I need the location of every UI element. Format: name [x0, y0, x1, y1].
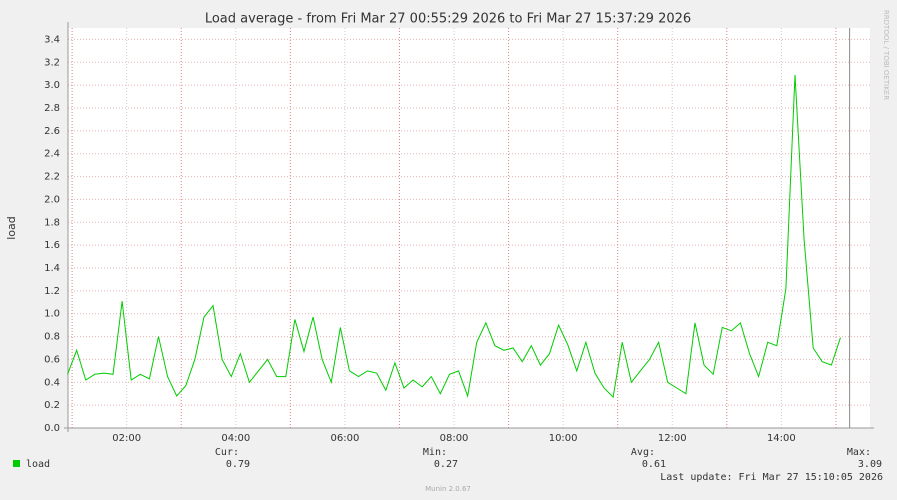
- x-tick-label: 08:00: [440, 433, 469, 444]
- y-tick-label: 3.4: [44, 34, 60, 45]
- y-tick-label: 1.6: [44, 240, 60, 251]
- y-tick-label: 3.0: [44, 80, 60, 91]
- legend-stat-label: Min:: [423, 447, 447, 458]
- y-tick-label: 2.6: [44, 126, 60, 137]
- data-line: [67, 74, 841, 399]
- y-tick-label: 1.0: [44, 309, 60, 320]
- y-tick-label: 2.8: [44, 103, 60, 114]
- y-tick-label: 2.0: [44, 194, 60, 205]
- legend-stat-value: 0.27: [434, 459, 458, 470]
- legend-stat-label: Cur:: [215, 447, 239, 458]
- x-tick-label: 02:00: [112, 433, 141, 444]
- y-axis-label: load: [5, 216, 18, 240]
- legend-stat-value: 3.09: [858, 459, 882, 470]
- x-tick-label: 14:00: [767, 433, 796, 444]
- legend-swatch: [13, 460, 20, 467]
- last-update: Last update: Fri Mar 27 15:10:05 2026: [660, 472, 883, 483]
- y-tick-label: 0.6: [44, 354, 60, 365]
- y-tick-label: 0.2: [44, 400, 60, 411]
- y-tick-label: 1.8: [44, 217, 60, 228]
- legend-stat-label: Avg:: [631, 447, 655, 458]
- x-tick-label: 12:00: [658, 433, 687, 444]
- x-tick-label: 04:00: [221, 433, 250, 444]
- y-tick-label: 2.4: [44, 149, 60, 160]
- plot-area: [68, 28, 870, 428]
- chart-title: Load average - from Fri Mar 27 00:55:29 …: [205, 12, 691, 27]
- legend-label: load: [26, 459, 50, 470]
- legend-stat-value: 0.79: [226, 459, 250, 470]
- x-tick-label: 06:00: [330, 433, 359, 444]
- legend-stat-label: Max:: [847, 447, 871, 458]
- y-tick-label: 0.8: [44, 332, 60, 343]
- y-tick-label: 2.2: [44, 172, 60, 183]
- y-tick-label: 1.4: [44, 263, 60, 274]
- y-tick-label: 0.0: [44, 423, 60, 434]
- footer: Munin 2.0.67: [425, 485, 471, 493]
- y-tick-label: 0.4: [44, 377, 60, 388]
- legend-stat-value: 0.61: [642, 459, 666, 470]
- x-tick-label: 10:00: [549, 433, 578, 444]
- side-label: RRDTOOL / TOBI OETIKER: [882, 10, 890, 100]
- y-tick-label: 3.2: [44, 57, 60, 68]
- y-tick-label: 1.2: [44, 286, 60, 297]
